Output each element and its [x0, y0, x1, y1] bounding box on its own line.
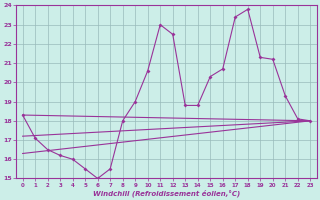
X-axis label: Windchill (Refroidissement éolien,°C): Windchill (Refroidissement éolien,°C) [93, 189, 240, 197]
